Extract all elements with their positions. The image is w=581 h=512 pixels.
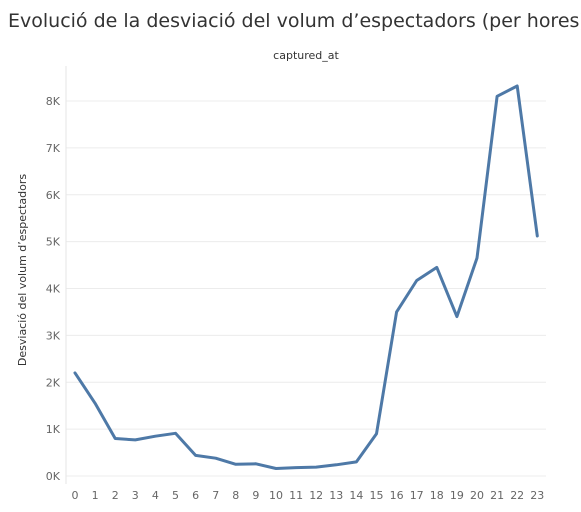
- x-tick-label: 19: [450, 489, 464, 502]
- x-tick-label: 10: [269, 489, 283, 502]
- y-tick-label: 8K: [46, 95, 61, 108]
- y-axis-ticks: 0K 1K 2K 3K 4K 5K 6K 7K 8K: [46, 95, 61, 483]
- x-tick-label: 2: [112, 489, 119, 502]
- x-axis-ticks: 0 1 2 3 4 5 6 7 8 9 10 11 12 13 14 15 16 17 18 19 20 21 22 23: [72, 489, 545, 502]
- x-tick-label: 7: [212, 489, 219, 502]
- x-tick-label: 12: [309, 489, 323, 502]
- y-tick-label: 0K: [46, 470, 61, 483]
- gridlines: [65, 66, 546, 484]
- x-tick-label: 3: [132, 489, 139, 502]
- x-tick-label: 15: [370, 489, 384, 502]
- x-tick-label: 18: [430, 489, 444, 502]
- y-tick-label: 5K: [46, 236, 61, 249]
- x-tick-label: 11: [289, 489, 303, 502]
- x-tick-label: 6: [192, 489, 199, 502]
- x-tick-label: 1: [92, 489, 99, 502]
- x-tick-label: 20: [470, 489, 484, 502]
- y-tick-label: 3K: [46, 329, 61, 342]
- y-tick-label: 6K: [46, 189, 61, 202]
- x-tick-label: 17: [410, 489, 424, 502]
- y-tick-label: 2K: [46, 376, 61, 389]
- x-tick-label: 22: [510, 489, 524, 502]
- x-tick-label: 9: [252, 489, 259, 502]
- y-tick-label: 4K: [46, 283, 61, 296]
- x-tick-label: 21: [490, 489, 504, 502]
- x-tick-label: 5: [172, 489, 179, 502]
- x-tick-label: 14: [349, 489, 363, 502]
- x-tick-label: 4: [152, 489, 159, 502]
- x-tick-label: 13: [329, 489, 343, 502]
- x-tick-label: 23: [530, 489, 544, 502]
- y-tick-label: 7K: [46, 142, 61, 155]
- x-tick-label: 0: [72, 489, 79, 502]
- series-lines: [73, 84, 539, 470]
- series-line: [73, 84, 539, 470]
- x-tick-label: 8: [232, 489, 239, 502]
- column-header: captured_at: [273, 49, 339, 62]
- x-tick-label: 16: [390, 489, 404, 502]
- y-tick-label: 1K: [46, 423, 61, 436]
- y-axis-title: Desviació del volum d’espectadors: [16, 174, 29, 366]
- chart-title: Evolució de la desviació del volum d’esp…: [8, 10, 581, 32]
